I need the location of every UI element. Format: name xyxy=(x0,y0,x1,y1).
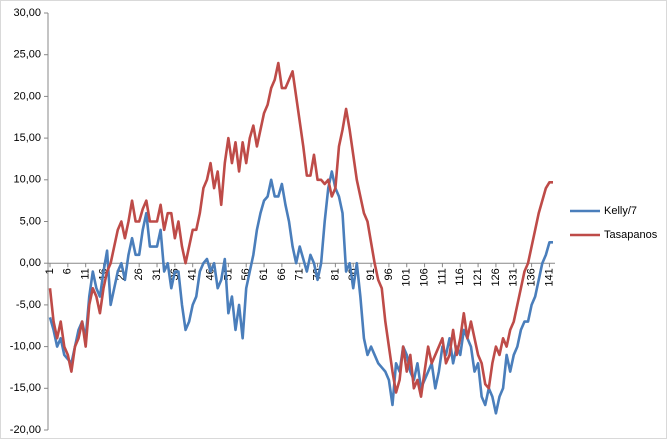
series-line xyxy=(48,170,553,415)
x-tick-label: 116 xyxy=(454,268,466,286)
y-tick-label: -10,00 xyxy=(10,341,41,353)
x-tick-label: 136 xyxy=(526,268,538,286)
x-tick-label: 1 xyxy=(44,268,56,274)
x-tick-label: 111 xyxy=(436,268,448,285)
x-tick-label: 6 xyxy=(62,268,74,274)
x-tick-label: 126 xyxy=(490,268,502,286)
x-tick-label: 46 xyxy=(204,268,216,280)
series-line xyxy=(48,61,553,398)
x-tick-label: 141 xyxy=(543,268,555,286)
x-tick-label: 96 xyxy=(383,268,395,280)
y-tick-label: -5,00 xyxy=(16,299,41,311)
x-tick-label: 41 xyxy=(187,268,199,280)
x-tick-label: 106 xyxy=(418,268,430,286)
y-tick-label: 15,00 xyxy=(13,132,41,144)
x-tick-label: 11 xyxy=(80,268,92,279)
x-tick-label: 91 xyxy=(365,268,377,280)
y-tick-label: -15,00 xyxy=(10,382,41,394)
x-tick-label: 121 xyxy=(472,268,484,286)
legend-label: Tasapanos xyxy=(604,229,658,241)
x-tick-label: 81 xyxy=(329,268,341,280)
y-tick-label: 5,00 xyxy=(20,215,41,227)
y-tick-label: 25,00 xyxy=(13,49,41,61)
y-tick-label: 0,00 xyxy=(20,257,41,269)
x-tick-label: 26 xyxy=(133,268,145,280)
y-tick-label: -20,00 xyxy=(10,424,41,436)
y-tick-label: 30,00 xyxy=(13,7,41,19)
x-tick-label: 131 xyxy=(508,268,520,286)
y-tick-label: 10,00 xyxy=(13,174,41,186)
y-tick-label: 20,00 xyxy=(13,90,41,102)
x-tick-label: 61 xyxy=(258,268,270,280)
x-tick-label: 66 xyxy=(276,268,288,280)
x-tick-label: 31 xyxy=(151,268,163,280)
legend-label: Kelly/7 xyxy=(604,205,637,217)
x-tick-label: 101 xyxy=(401,268,413,286)
x-tick-label: 71 xyxy=(294,268,306,280)
